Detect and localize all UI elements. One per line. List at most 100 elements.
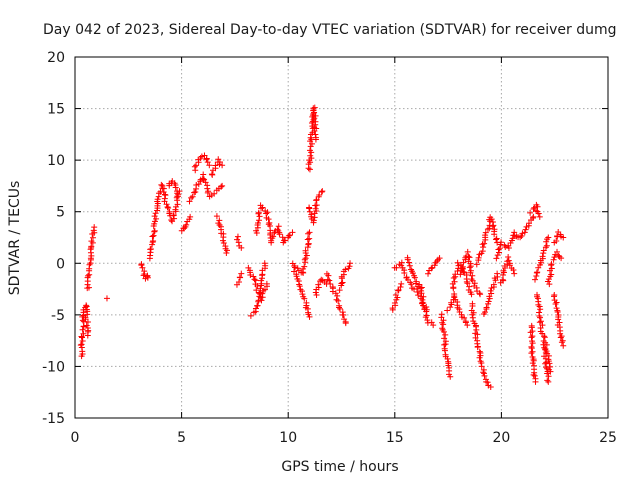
data-point [474,344,481,351]
data-point [213,213,220,220]
data-point [311,115,318,122]
data-point [436,255,443,262]
data-point [334,292,341,299]
data-point [490,281,497,288]
data-point [254,302,261,309]
data-point [324,276,331,283]
data-point [204,159,211,166]
data-point [306,313,313,320]
data-point [187,213,194,220]
data-point [198,153,205,160]
data-point [452,271,459,278]
data-point [494,270,501,277]
data-point [473,261,480,268]
data-point [485,298,492,305]
data-point [285,232,292,239]
data-point [557,334,564,341]
data-point [395,287,402,294]
data-point [336,287,343,294]
x-tick-label: 20 [492,430,510,446]
data-point [451,278,458,285]
data-point [466,254,473,261]
data-point [553,305,560,312]
data-point [150,238,157,245]
data-point [495,246,502,253]
data-point [218,183,225,190]
data-point [484,226,491,233]
data-point [553,238,560,245]
data-point [158,181,165,188]
data-point [305,240,312,247]
data-point [444,307,451,314]
data-point [261,260,268,267]
data-point [481,240,488,247]
data-point [274,226,281,233]
data-point [88,238,95,245]
data-point [257,285,264,292]
data-point [424,317,431,324]
data-point [259,204,266,211]
data-point [223,247,230,254]
data-point [206,162,213,169]
data-point [251,276,258,283]
data-point [151,228,158,235]
data-point [414,288,421,295]
data-point [235,279,242,286]
data-point [488,216,495,223]
gridlines [75,57,608,418]
data-point [91,224,98,231]
data-point [165,204,172,211]
data-point [544,370,551,377]
data-point [79,338,86,345]
y-tick-label: 20 [47,50,65,66]
data-point [254,219,261,226]
data-point [296,283,303,290]
data-point [293,273,300,280]
x-tick-label: 25 [599,430,617,446]
data-point [532,276,539,283]
data-point [80,330,87,337]
data-point [444,355,451,362]
data-point [250,273,257,280]
data-point [536,213,543,220]
x-tick-labels: 0 5 10 15 20 25 [71,430,617,446]
data-point [540,341,547,348]
y-tick-label: -5 [51,308,65,324]
data-point [172,206,179,213]
data-point [397,284,404,291]
data-point [255,297,262,304]
data-point [533,273,540,280]
data-point [311,109,318,116]
data-point [416,281,423,288]
data-point [441,341,448,348]
data-point [307,152,314,159]
data-point [318,188,325,195]
data-point [84,332,91,339]
data-point [404,256,411,263]
data-point [192,188,199,195]
data-point [529,340,536,347]
data-point [254,283,261,290]
data-point [188,194,195,201]
data-point [545,373,552,380]
data-point [558,339,565,346]
data-point [521,229,528,236]
y-tick-label: 0 [56,256,65,272]
data-point [316,191,323,198]
data-point [154,196,161,203]
data-point [279,234,286,241]
data-point [306,166,313,173]
data-point [302,255,309,262]
data-point [536,319,543,326]
data-point [428,319,435,326]
y-tick-labels: -15 -10 -5 0 5 10 15 20 [42,50,65,427]
data-point [542,360,549,367]
data-point [347,260,354,267]
data-point [539,253,546,260]
data-point [191,163,198,170]
data-point [149,233,156,240]
data-point [558,333,565,340]
data-point [535,210,542,217]
axis-ticks [74,56,609,419]
